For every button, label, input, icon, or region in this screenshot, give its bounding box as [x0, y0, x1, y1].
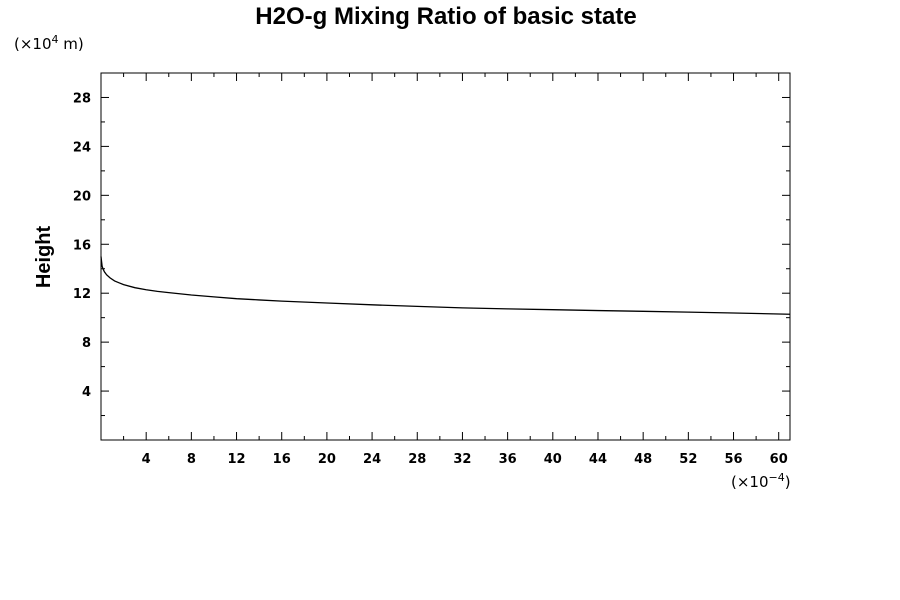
y-scale-prefix: (×10	[14, 35, 52, 53]
x-scale-label: (×10−4)	[731, 471, 791, 491]
x-tick-label: 12	[227, 452, 245, 467]
y-tick-label: 16	[73, 238, 91, 253]
x-tick-label: 32	[453, 452, 471, 467]
x-tick-label: 48	[634, 452, 652, 467]
y-scale-label: (×104 m)	[14, 33, 84, 53]
x-scale-prefix: (×10	[731, 473, 769, 491]
x-tick-label: 4	[142, 452, 151, 467]
y-axis-tick-labels: 4 8 12 16 20 24 28	[73, 91, 91, 400]
x-tick-label: 60	[770, 452, 788, 467]
y-axis-label: Height	[33, 226, 55, 289]
x-tick-label: 28	[408, 452, 426, 467]
x-axis-tick-labels: 4 8 12 16 20 24 28 32 36 40 44 48 52 56 60	[142, 452, 788, 467]
y-tick-label: 24	[73, 140, 91, 155]
x-tick-label: 16	[273, 452, 291, 467]
x-tick-label: 20	[318, 452, 336, 467]
x-scale-exponent: −4	[769, 471, 785, 484]
x-tick-label: 24	[363, 452, 381, 467]
y-tick-label: 20	[73, 189, 91, 204]
y-tick-label: 28	[73, 91, 91, 106]
y-tick-label: 8	[82, 336, 91, 351]
x-tick-label: 56	[724, 452, 742, 467]
y-scale-suffix: m)	[59, 35, 84, 53]
plot-frame	[100, 72, 791, 441]
x-scale-suffix: )	[785, 473, 791, 491]
x-tick-label: 40	[544, 452, 562, 467]
y-tick-label: 4	[82, 385, 91, 400]
x-tick-label: 8	[187, 452, 196, 467]
y-tick-label: 12	[73, 287, 91, 302]
x-axis-ticks	[123, 73, 780, 440]
x-tick-label: 44	[589, 452, 607, 467]
series-line	[100, 256, 791, 315]
y-axis-ticks	[101, 96, 790, 417]
x-tick-label: 52	[679, 452, 697, 467]
y-scale-exponent: 4	[52, 33, 59, 46]
chart-title: H2O-g Mixing Ratio of basic state	[255, 3, 636, 30]
x-tick-label: 36	[499, 452, 517, 467]
